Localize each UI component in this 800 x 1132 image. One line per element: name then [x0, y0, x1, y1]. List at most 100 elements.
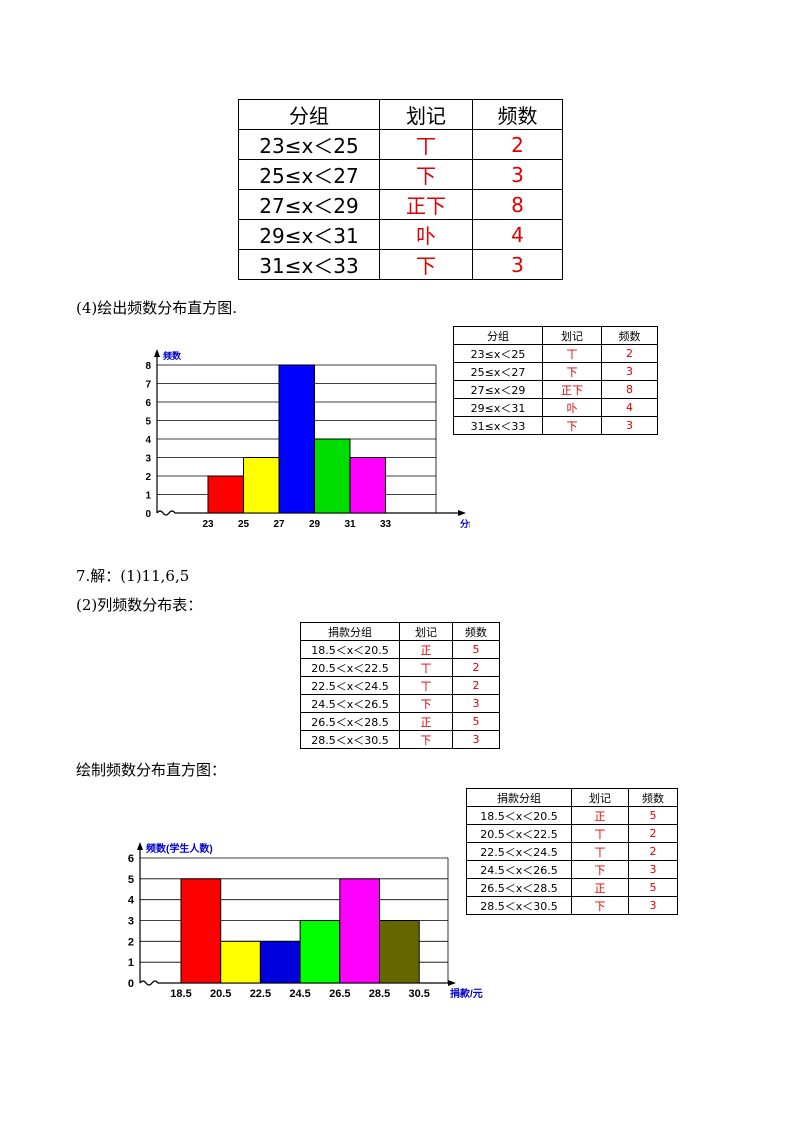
frequency-cell: 3 — [601, 362, 658, 381]
histogram-bar — [259, 940, 301, 984]
x-tick-label: 22.5 — [250, 988, 271, 1000]
table-row: 25≤x＜27 下 3 — [238, 159, 563, 190]
group-cell: 25≤x＜27 — [238, 159, 380, 190]
x-tick-label: 29 — [309, 519, 321, 530]
table-row: 18.5＜x＜20.5 正 5 — [466, 806, 678, 825]
frequency-cell: 5 — [628, 878, 678, 897]
tally-cell: 丅 — [379, 129, 473, 160]
histogram-bar — [349, 457, 386, 514]
histogram-bar — [180, 878, 222, 984]
table-row: 18.5＜x＜20.5 正 5 — [300, 640, 500, 659]
table-row: 22.5＜x＜24.5 丅 2 — [466, 842, 678, 861]
answer-7: 7.解：(1)11,6,5 — [76, 567, 190, 585]
histogram-bar — [207, 475, 244, 514]
y-tick-label: 0 — [145, 509, 151, 520]
group-cell: 28.5＜x＜30.5 — [466, 896, 572, 915]
x-axis — [156, 510, 458, 516]
frequency-table-small: 分组 划记 频数 23≤x＜25 丅 2 25≤x＜27 下 3 27≤x＜29 正下 8 … — [453, 326, 658, 435]
header-frequency: 频数 — [472, 99, 563, 130]
tally-cell: 卟 — [379, 219, 473, 250]
table-row: 26.5＜x＜28.5 正 5 — [300, 712, 500, 731]
x-tick-label: 33 — [380, 519, 392, 530]
group-cell: 20.5＜x＜22.5 — [300, 658, 400, 677]
group-cell: 23≤x＜25 — [238, 129, 380, 160]
x-tick-label: 24.5 — [289, 988, 310, 1000]
table-header-row: 分组 划记 频数 — [238, 99, 563, 130]
histogram-bar — [339, 878, 381, 984]
y-tick-label: 2 — [128, 936, 134, 948]
frequency-table-large: 分组 划记 频数 23≤x＜25 丅 2 25≤x＜27 下 3 27≤x＜29… — [238, 99, 563, 280]
table-row: 29≤x＜31 卟 4 — [238, 219, 563, 250]
table-row: 23≤x＜25 丅 2 — [453, 344, 658, 363]
histogram-bar — [220, 940, 261, 984]
x-tick-label: 18.5 — [170, 988, 191, 1000]
y-tick-label: 3 — [145, 454, 151, 465]
header-group: 捐款分组 — [466, 788, 572, 807]
frequency-cell: 3 — [452, 730, 500, 749]
histogram-bar — [299, 920, 341, 984]
group-cell: 22.5＜x＜24.5 — [466, 842, 572, 861]
tally-cell: 下 — [379, 159, 473, 190]
header-group: 分组 — [453, 326, 543, 345]
header-frequency: 频数 — [601, 326, 658, 345]
table-row: 28.5＜x＜30.5 下 3 — [466, 896, 678, 915]
table-row: 27≤x＜29 正下 8 — [453, 380, 658, 399]
x-axis — [139, 980, 448, 986]
table-row: 22.5＜x＜24.5 丅 2 — [300, 676, 500, 695]
header-group: 捐款分组 — [300, 622, 400, 641]
tally-cell: 正 — [399, 712, 453, 731]
group-cell: 27≤x＜29 — [453, 380, 543, 399]
histogram-bar — [243, 457, 280, 514]
group-cell: 31≤x＜33 — [453, 416, 543, 435]
tally-cell: 下 — [399, 730, 453, 749]
table-row: 23≤x＜25 丅 2 — [238, 129, 563, 160]
frequency-cell: 2 — [452, 658, 500, 677]
x-tick-label: 20.5 — [210, 988, 231, 1000]
header-frequency: 频数 — [452, 622, 500, 641]
y-tick-label: 7 — [145, 380, 151, 391]
tally-cell: 丅 — [542, 344, 602, 363]
frequency-cell: 4 — [472, 219, 563, 250]
group-cell: 26.5＜x＜28.5 — [300, 712, 400, 731]
histogram-bar — [278, 364, 315, 514]
y-tick-label: 1 — [128, 957, 134, 969]
group-cell: 23≤x＜25 — [453, 344, 543, 363]
tally-cell: 正 — [399, 640, 453, 659]
y-tick-label: 5 — [128, 874, 134, 886]
frequency-cell: 4 — [601, 398, 658, 417]
x-axis-label: 分组 — [460, 518, 470, 529]
x-axis-label: 捐款/元 — [450, 987, 483, 1000]
paragraph-draw-histogram: 绘制频数分布直方图： — [76, 761, 227, 779]
frequency-cell: 2 — [472, 129, 563, 160]
group-cell: 18.5＜x＜20.5 — [466, 806, 572, 825]
x-tick-label: 25 — [238, 519, 250, 530]
tally-cell: 丅 — [571, 842, 629, 861]
header-tally: 划记 — [571, 788, 629, 807]
histogram-bar — [379, 920, 420, 984]
table-row: 20.5＜x＜22.5 丅 2 — [300, 658, 500, 677]
y-tick-label: 0 — [128, 978, 134, 990]
header-frequency: 频数 — [628, 788, 678, 807]
tally-cell: 正 — [571, 806, 629, 825]
frequency-cell: 2 — [452, 676, 500, 695]
histogram-2: 0 1 2 3 4 5 6 18.5 20.5 22.5 24.5 26.5 28.5 30.5 频数(学生… — [128, 842, 483, 1000]
donation-frequency-table: 捐款分组 划记 频数 18.5＜x＜20.5 正 5 20.5＜x＜22.5 丅 2 2… — [300, 622, 500, 749]
table-row: 26.5＜x＜28.5 正 5 — [466, 878, 678, 897]
table-row: 31≤x＜33 下 3 — [453, 416, 658, 435]
tally-cell: 丅 — [399, 676, 453, 695]
frequency-cell: 8 — [601, 380, 658, 399]
paragraph-step4: (4)绘出频数分布直方图. — [76, 299, 238, 317]
y-axis-arrow — [154, 349, 160, 357]
table-row: 28.5＜x＜30.5 下 3 — [300, 730, 500, 749]
y-axis-arrow — [137, 842, 143, 850]
frequency-cell: 3 — [628, 896, 678, 915]
histogram-bar — [314, 438, 351, 514]
y-tick-label: 2 — [145, 472, 151, 483]
tally-cell: 下 — [571, 860, 629, 879]
group-cell: 24.5＜x＜26.5 — [466, 860, 572, 879]
table-row: 29≤x＜31 卟 4 — [453, 398, 658, 417]
frequency-cell: 5 — [452, 712, 500, 731]
tally-cell: 下 — [571, 896, 629, 915]
y-tick-label: 6 — [128, 853, 134, 865]
table-header-row: 捐款分组 划记 频数 — [466, 788, 678, 807]
